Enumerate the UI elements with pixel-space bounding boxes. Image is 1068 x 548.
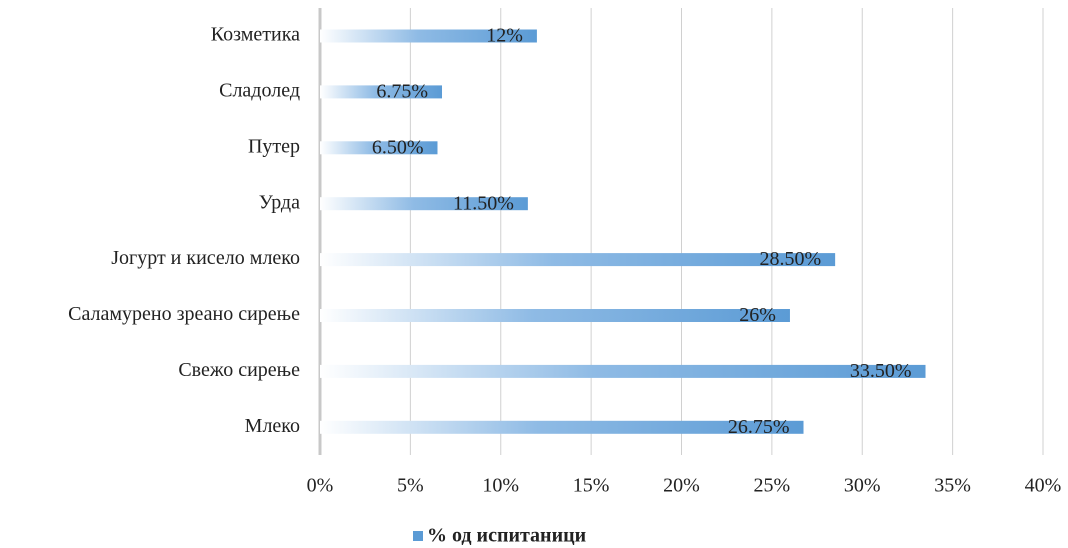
y-tick-label: Млеко bbox=[245, 415, 300, 437]
x-tick-label: 5% bbox=[397, 475, 424, 497]
y-tick-label: Козметика bbox=[211, 24, 300, 46]
bar bbox=[320, 85, 443, 99]
y-tick-label: Урда bbox=[259, 191, 300, 213]
x-tick-label: 10% bbox=[482, 475, 519, 497]
y-tick-label: Саламурено зреано сирење bbox=[68, 303, 300, 325]
bar bbox=[320, 141, 438, 155]
x-tick-label: 0% bbox=[307, 475, 334, 497]
y-tick-label: Сладолед bbox=[219, 79, 300, 101]
value-label: 6.75% bbox=[376, 80, 428, 102]
value-label: 26.75% bbox=[728, 416, 790, 438]
y-tick-label: Јогурт и кисело млеко bbox=[111, 247, 300, 269]
x-tick-label: 15% bbox=[573, 475, 610, 497]
x-tick-label: 30% bbox=[844, 475, 881, 497]
legend-label: % од испитаници bbox=[427, 525, 586, 547]
value-label: 33.50% bbox=[850, 360, 912, 382]
value-label: 12% bbox=[486, 25, 523, 47]
bar bbox=[320, 29, 537, 43]
legend-swatch bbox=[413, 531, 423, 541]
value-label: 26% bbox=[739, 304, 776, 326]
x-tick-label: 40% bbox=[1025, 475, 1062, 497]
bar bbox=[320, 309, 790, 322]
y-tick-label: Путер bbox=[248, 135, 300, 157]
x-tick-label: 35% bbox=[934, 475, 971, 497]
x-tick-label: 25% bbox=[754, 475, 791, 497]
value-label: 11.50% bbox=[453, 192, 514, 214]
bar bbox=[320, 197, 528, 211]
bar bbox=[320, 253, 836, 267]
y-tick-label: Свежо сирење bbox=[178, 359, 300, 381]
value-label: 28.50% bbox=[759, 248, 821, 270]
value-label: 6.50% bbox=[372, 136, 424, 158]
bar bbox=[320, 364, 926, 378]
bar bbox=[320, 420, 804, 434]
x-tick-label: 20% bbox=[663, 475, 700, 497]
